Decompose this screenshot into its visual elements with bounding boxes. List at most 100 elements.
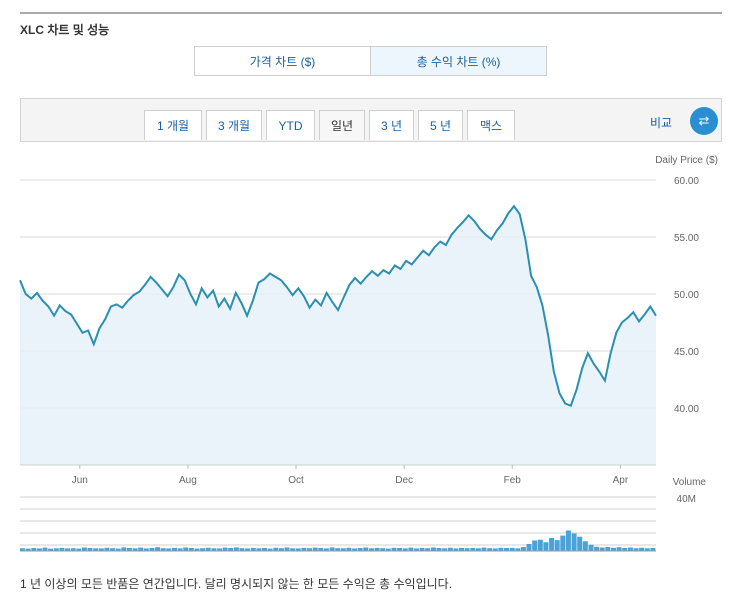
volume-bar [262, 548, 267, 551]
volume-bar [172, 547, 177, 551]
range-3-year-button[interactable]: 3 년 [369, 110, 414, 140]
volume-bar [329, 547, 335, 551]
price-chart-toggle[interactable]: 가격 차트 ($) [194, 46, 371, 76]
volume-bar [267, 548, 273, 551]
volume-bar [453, 548, 459, 551]
volume-bar [650, 548, 656, 551]
volume-bar [155, 547, 161, 551]
volume-bar [582, 541, 588, 551]
volume-bar [188, 548, 194, 551]
volume-bar [515, 548, 521, 551]
volume-bar [430, 547, 436, 551]
volume-bar [110, 548, 116, 551]
x-tick-label: Feb [504, 475, 522, 486]
x-tick-label: Aug [179, 475, 197, 486]
volume-bar [565, 530, 571, 551]
volume-bar [250, 547, 256, 551]
volume-bar [233, 547, 239, 551]
volume-bar [307, 548, 312, 551]
volume-bar [470, 548, 476, 551]
x-tick-label: Jun [72, 475, 88, 486]
range-ytd-button[interactable]: YTD [266, 110, 315, 140]
range-1-year-button[interactable]: 일년 [319, 110, 365, 140]
volume-bar [622, 548, 628, 551]
y-axis-ticks: 60.00 55.00 50.00 45.00 40.00 [674, 176, 699, 415]
swap-arrows-icon[interactable]: ⇄ [690, 107, 718, 135]
range-1-month-button[interactable]: 1 개월 [144, 110, 202, 140]
volume-bar [65, 548, 70, 551]
x-tick-label: Dec [395, 475, 413, 486]
y-tick-label: 60.00 [674, 176, 699, 187]
range-3-month-button[interactable]: 3 개월 [206, 110, 262, 140]
volume-bar [138, 547, 144, 551]
volume-bar [323, 548, 329, 551]
volume-bar [425, 548, 431, 551]
total-return-chart-toggle[interactable]: 총 수익 차트 (%) [370, 46, 547, 76]
volume-bar [459, 547, 464, 551]
volume-bar [42, 547, 48, 551]
y-axis-label: Daily Price ($) [655, 155, 718, 166]
volume-bar [414, 548, 419, 551]
volume-bar [143, 548, 149, 551]
volume-bar [126, 547, 132, 551]
volume-bar [284, 547, 290, 551]
volume-bar [447, 547, 453, 551]
volume-bar [526, 544, 532, 551]
volume-bar [335, 548, 341, 551]
volume-bar [408, 547, 414, 551]
volume-bar [256, 548, 262, 551]
volume-bar [194, 548, 200, 551]
volume-bar [278, 548, 284, 551]
price-series-line [19, 204, 657, 408]
volume-bar [87, 548, 93, 551]
x-axis-ticks: Jun Aug Oct Dec Feb Apr [72, 465, 629, 486]
volume-bar [166, 548, 172, 551]
volume-bar [93, 548, 99, 551]
volume-bar [81, 547, 87, 551]
volume-bar [200, 548, 206, 551]
volume-bar [301, 547, 307, 551]
volume-bar [31, 548, 37, 551]
volume-bar [487, 548, 493, 551]
volume-bar [205, 547, 211, 551]
volume-bar [357, 548, 363, 551]
y-tick-label: 50.00 [674, 290, 699, 301]
volume-bar [644, 548, 650, 551]
volume-bar [492, 548, 498, 551]
volume-bar [532, 540, 538, 551]
volume-bar [560, 535, 566, 551]
volume-bar [245, 548, 251, 551]
volume-bar [374, 547, 380, 551]
compare-label[interactable]: 비교 [650, 116, 673, 130]
volume-bar [177, 548, 183, 551]
volume-bar [290, 548, 296, 551]
volume-bar [616, 547, 622, 551]
x-tick-label: Apr [613, 475, 629, 486]
volume-bar [633, 548, 639, 551]
volume-bar [611, 547, 616, 551]
volume-bar [549, 538, 555, 551]
volume-bar [639, 547, 645, 551]
y-tick-label: 40.00 [674, 404, 699, 415]
page-title: XLC 차트 및 성능 [20, 23, 110, 37]
top-divider [20, 12, 722, 14]
volume-bar [239, 548, 245, 551]
volume-bar [104, 547, 110, 551]
volume-bar [121, 547, 127, 551]
y-tick-label: 55.00 [674, 233, 699, 244]
volume-bar [20, 548, 25, 551]
volume-bar [481, 547, 487, 551]
volume-bar [588, 544, 594, 551]
volume-bar [397, 548, 403, 551]
volume-bar [391, 547, 397, 551]
volume-bar [312, 547, 318, 551]
volume-bar [509, 547, 515, 551]
volume-bar [605, 547, 611, 551]
range-max-button[interactable]: 맥스 [467, 110, 515, 140]
volume-bar [380, 548, 386, 551]
volume-bar [340, 548, 346, 551]
volume-bar [363, 547, 369, 551]
volume-bar [369, 548, 374, 551]
range-5-year-button[interactable]: 5 년 [418, 110, 463, 140]
